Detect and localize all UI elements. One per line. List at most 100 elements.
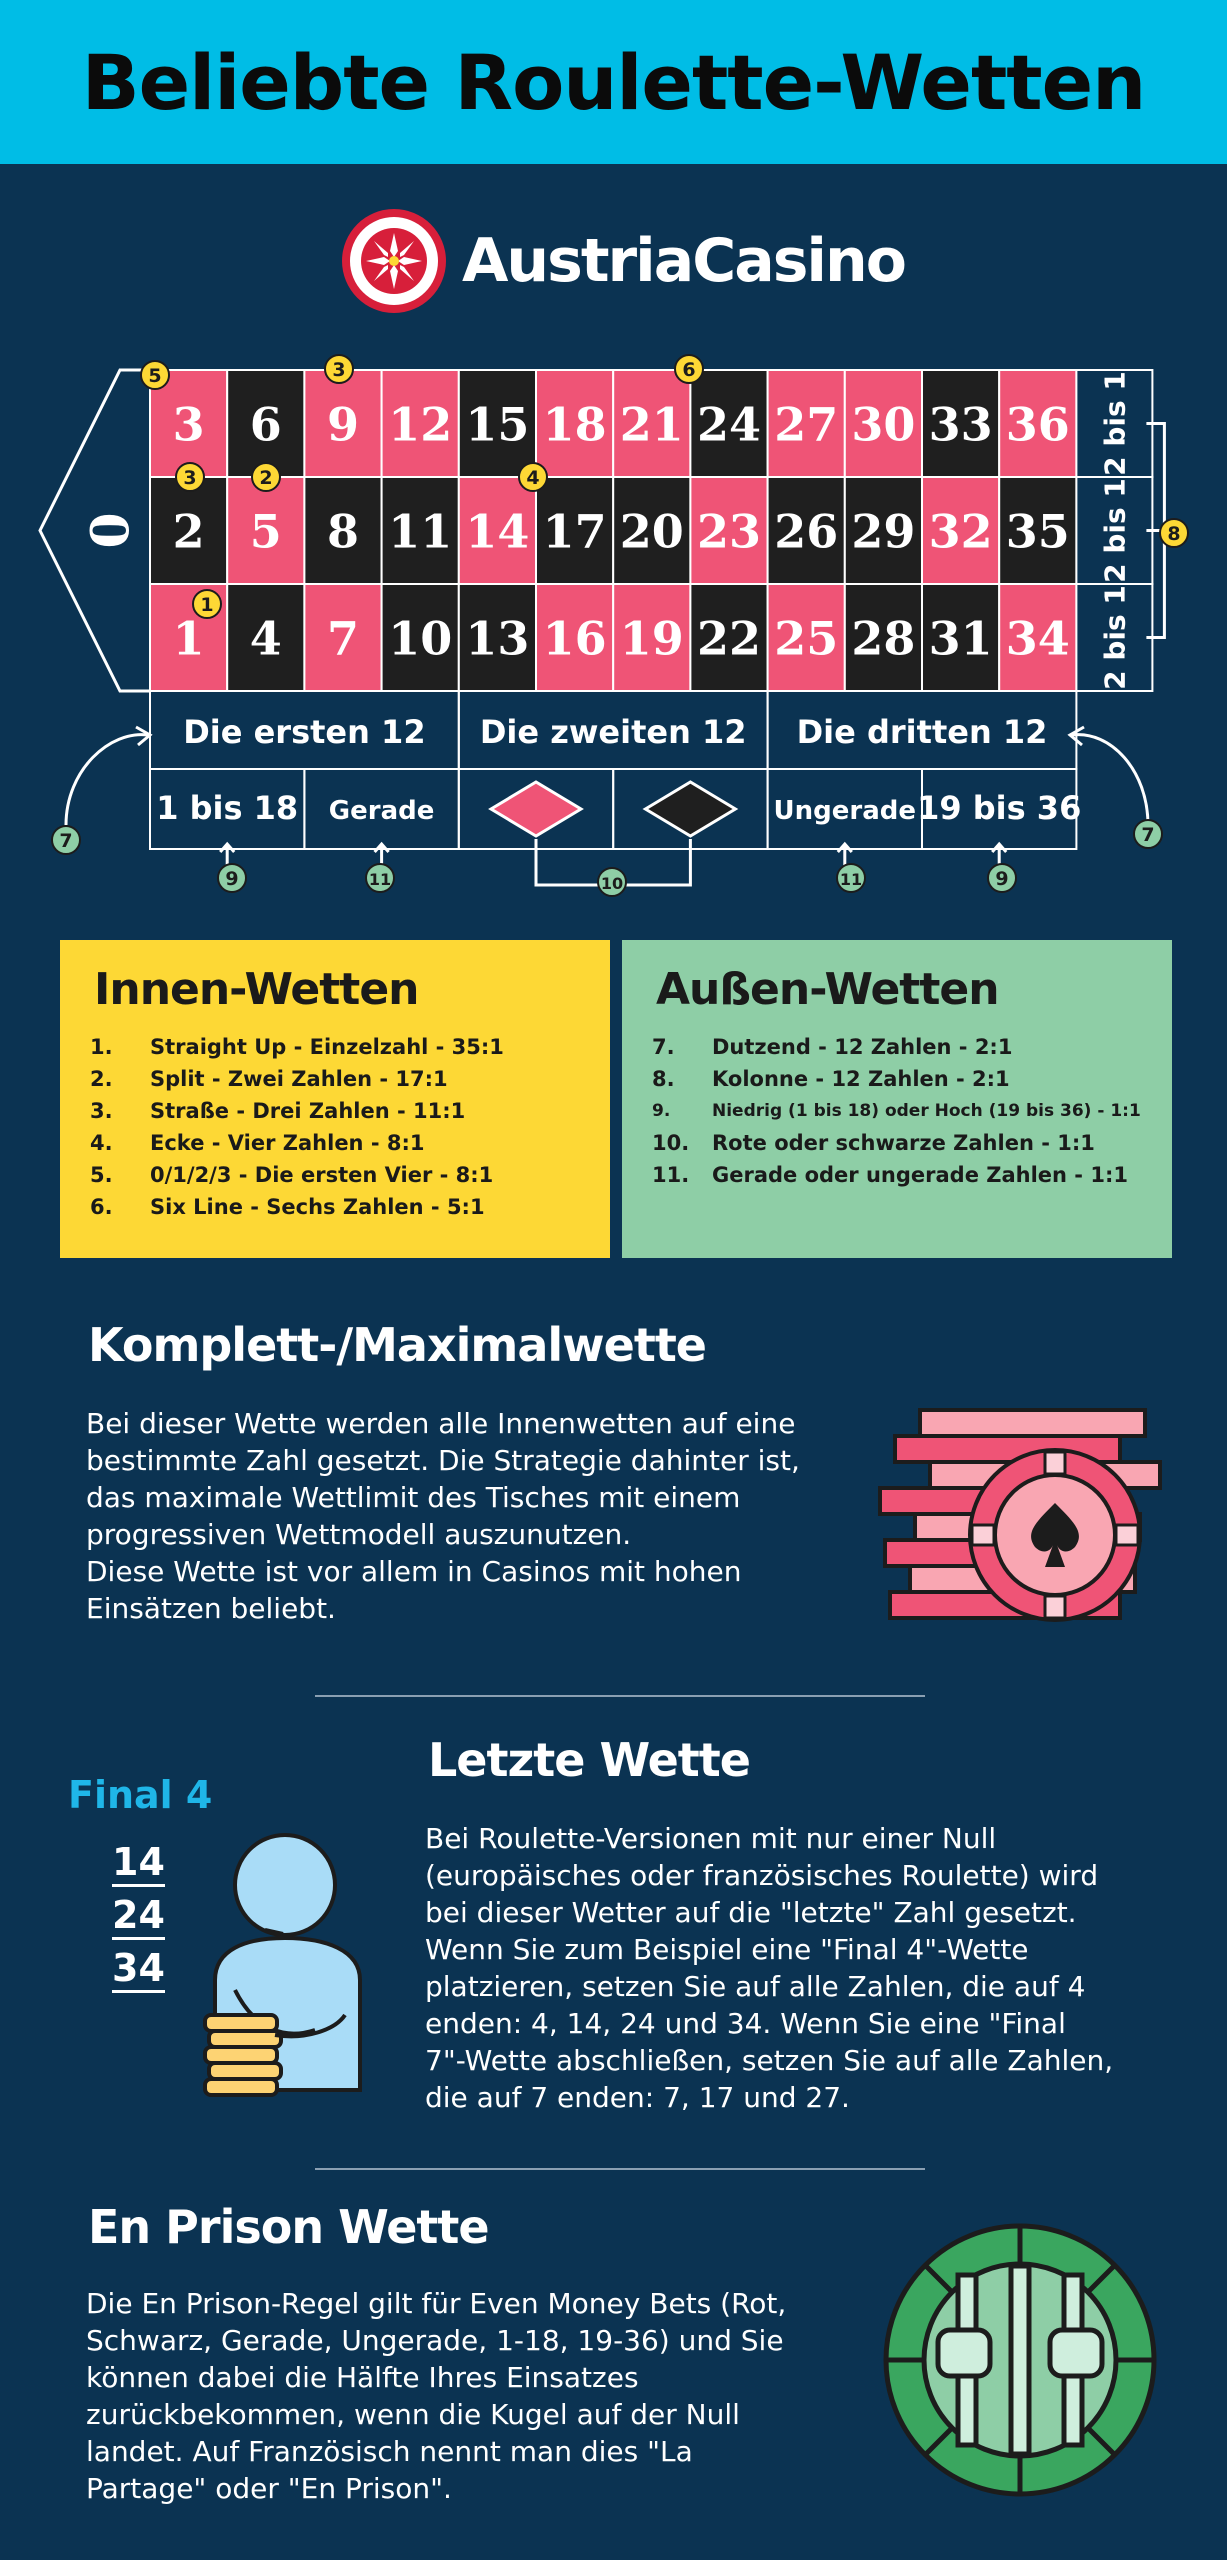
inner-bets-panel: Innen-Wetten 1. Straight Up - Einzelzahl … bbox=[60, 940, 610, 1258]
komplett-text: Bei dieser Wette werden alle Innenwetten… bbox=[86, 1407, 800, 1625]
inner-bets-title: Innen-Wetten bbox=[94, 964, 420, 1015]
inner-bet-item: 4. Ecke - Vier Zahlen - 8:1 bbox=[90, 1127, 610, 1159]
red-diamond bbox=[488, 780, 584, 838]
roulette-table: 3 6 9 12 15 18 21 24 27 30 33 362 5 8 11 14 17 20 23 26 29 32… bbox=[38, 354, 1189, 897]
outer-bet-item-number: 8. bbox=[652, 1067, 675, 1091]
number-cell bbox=[149, 369, 229, 478]
bet-marker bbox=[1133, 819, 1163, 849]
bet-marker-label: 2 bbox=[259, 467, 272, 489]
number-cell bbox=[303, 583, 383, 692]
number-label: 11 bbox=[388, 505, 452, 559]
number-label: 23 bbox=[697, 505, 761, 559]
inner-bet-item-text: Straight Up - Einzelzahl - 35:1 bbox=[150, 1035, 504, 1059]
arrow-head bbox=[1067, 725, 1085, 747]
number-cell bbox=[921, 369, 1001, 478]
bet-marker bbox=[217, 863, 247, 893]
bet-marker-label: 8 bbox=[1167, 523, 1180, 545]
number-label: 19 bbox=[620, 612, 684, 666]
prison-title: En Prison Wette bbox=[88, 2200, 490, 2254]
number-cell bbox=[921, 583, 1001, 692]
outer-bet-item-number: 7. bbox=[652, 1035, 675, 1059]
prison-chip-icon bbox=[883, 2223, 1157, 2497]
bet-marker bbox=[518, 462, 548, 492]
outside-label: Gerade bbox=[329, 796, 435, 826]
inner-bet-item-number: 6. bbox=[90, 1195, 113, 1219]
inner-bet-item-text: Split - Zwei Zahlen - 17:1 bbox=[150, 1067, 448, 1091]
outer-bets-list: 7. Dutzend - 12 Zahlen - 2:1 8. Kolonne - 1… bbox=[652, 1031, 1172, 1191]
number-cell bbox=[226, 583, 306, 692]
inner-bet-item-text: 0/1/2/3 - Die ersten Vier - 8:1 bbox=[150, 1163, 494, 1187]
number-label: 13 bbox=[465, 612, 529, 666]
column-bet-label: 2 bis 1 bbox=[1098, 371, 1131, 476]
bet-marker-label: 5 bbox=[148, 365, 161, 387]
inner-bet-item: 5. 0/1/2/3 - Die ersten Vier - 8:1 bbox=[90, 1159, 610, 1191]
number-label: 22 bbox=[697, 612, 761, 666]
austriacasino-logo: AustriaCasino bbox=[340, 205, 907, 317]
number-label: 16 bbox=[543, 612, 607, 666]
number-label: 12 bbox=[388, 398, 452, 452]
bet-marker bbox=[1159, 518, 1189, 548]
number-label: 31 bbox=[929, 612, 993, 666]
number-cell bbox=[149, 583, 229, 692]
number-label: 26 bbox=[774, 505, 838, 559]
bet-marker bbox=[324, 354, 354, 384]
number-label: 35 bbox=[1006, 505, 1070, 559]
page-title: Beliebte Roulette-Wetten bbox=[81, 37, 1147, 127]
bet-marker bbox=[987, 863, 1017, 893]
bet-marker-label: 3 bbox=[332, 359, 345, 381]
inner-bet-item-number: 2. bbox=[90, 1067, 113, 1091]
outer-bets-title: Außen-Wetten bbox=[656, 964, 1000, 1015]
table-extras bbox=[64, 422, 1166, 887]
final-number-24: 24 bbox=[112, 1893, 165, 1940]
bet-marker-label: 9 bbox=[995, 868, 1008, 890]
inner-bet-item-number: 3. bbox=[90, 1099, 113, 1123]
chip-stack-icon bbox=[878, 1408, 1162, 1622]
bet-marker-label: 11 bbox=[369, 870, 391, 889]
number-label: 24 bbox=[697, 398, 761, 452]
number-label: 32 bbox=[929, 505, 993, 559]
bet-marker bbox=[175, 462, 205, 492]
number-cell bbox=[535, 476, 615, 585]
inner-bet-item: 6. Six Line - Sechs Zahlen - 5:1 bbox=[90, 1191, 610, 1223]
final-number-34: 34 bbox=[112, 1946, 165, 1993]
outer-bet-item-text: Rote oder schwarze Zahlen - 1:1 bbox=[712, 1131, 1095, 1155]
dozen-label: Die ersten 12 bbox=[183, 713, 425, 751]
letzte-text: Bei Roulette-Versionen mit nur einer Nul… bbox=[425, 1822, 1114, 2114]
number-label: 4 bbox=[250, 612, 282, 666]
number-label: 7 bbox=[327, 612, 359, 666]
final-number-14: 14 bbox=[112, 1840, 165, 1887]
outside-label: Ungerade bbox=[774, 796, 916, 826]
final-4-label: Final 4 bbox=[68, 1773, 213, 1817]
bet-marker-label: 11 bbox=[840, 870, 862, 889]
divider-2 bbox=[315, 2168, 925, 2170]
number-cell bbox=[612, 369, 692, 478]
number-label: 28 bbox=[851, 612, 915, 666]
column-bet-label: 2 bis 1 bbox=[1098, 478, 1131, 583]
outer-bet-item-text: Kolonne - 12 Zahlen - 2:1 bbox=[712, 1067, 1010, 1091]
number-label: 15 bbox=[465, 398, 529, 452]
number-cell bbox=[843, 583, 923, 692]
inner-bet-item: 3. Straße - Drei Zahlen - 11:1 bbox=[90, 1095, 610, 1127]
number-cell bbox=[457, 583, 537, 692]
bet-marker-label: 1 bbox=[200, 594, 213, 616]
number-cell bbox=[457, 369, 537, 478]
column-bet-label: 2 bis 1 bbox=[1098, 585, 1131, 690]
inner-bet-item: 2. Split - Zwei Zahlen - 17:1 bbox=[90, 1063, 610, 1095]
outer-bet-item-number: 11. bbox=[652, 1163, 690, 1187]
komplett-title: Komplett-/Maximalwette bbox=[88, 1318, 707, 1372]
bet-marker bbox=[192, 589, 222, 619]
outer-bet-item-number: 10. bbox=[652, 1131, 690, 1155]
divider-1 bbox=[315, 1695, 925, 1697]
column-bet-cell bbox=[1075, 583, 1154, 692]
number-cell bbox=[535, 583, 615, 692]
outer-bet-item: 7. Dutzend - 12 Zahlen - 2:1 bbox=[652, 1031, 1172, 1063]
bet-marker-label: 9 bbox=[225, 868, 238, 890]
inner-bet-item-text: Ecke - Vier Zahlen - 8:1 bbox=[150, 1131, 425, 1155]
number-label: 34 bbox=[1006, 612, 1070, 666]
number-cell bbox=[766, 476, 846, 585]
number-cell bbox=[689, 476, 769, 585]
inner-bet-item-number: 1. bbox=[90, 1035, 113, 1059]
outer-bet-item: 11. Gerade oder ungerade Zahlen - 1:1 bbox=[652, 1159, 1172, 1191]
number-label: 27 bbox=[774, 398, 838, 452]
